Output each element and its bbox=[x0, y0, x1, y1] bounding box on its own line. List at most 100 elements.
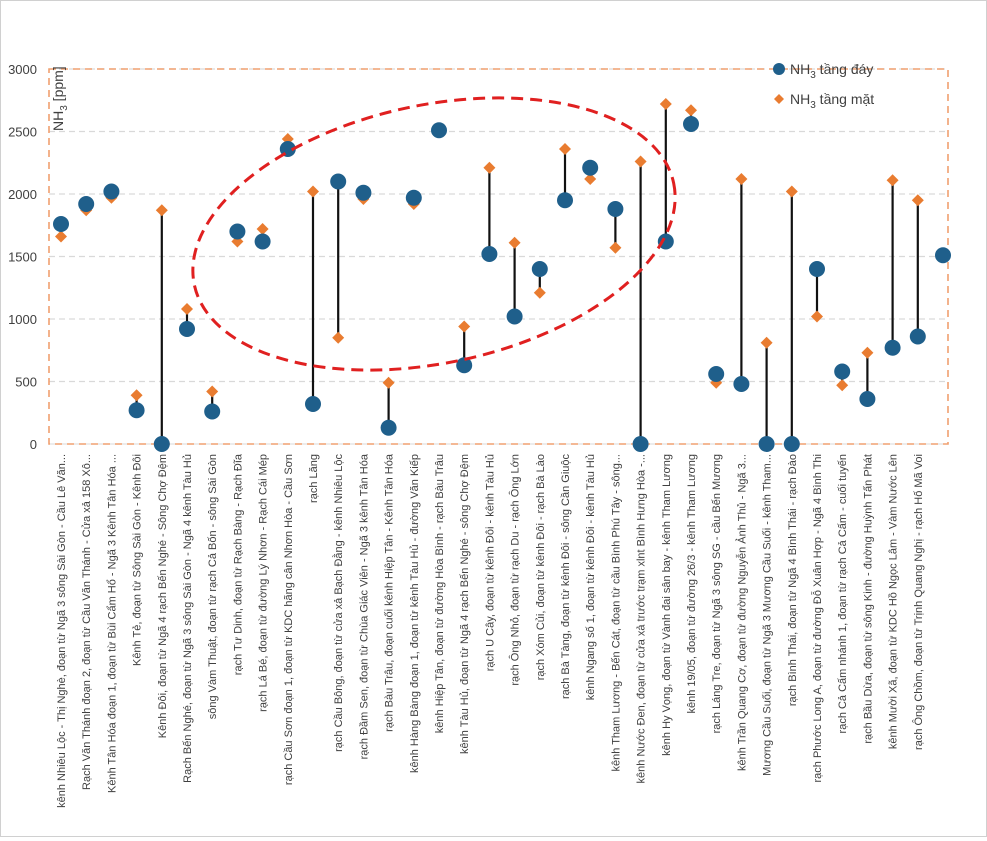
x-category-label: Rạch Bến Nghé, đoạn từ Ngã 3 sông Sài Gò… bbox=[182, 454, 194, 783]
marker-day bbox=[531, 261, 548, 277]
x-category-label: Kênh Đôi, đoạn từ Ngã 4 rạch Bến Nghé - … bbox=[157, 454, 169, 738]
x-axis-labels: kênh Nhiêu Lộc - Thị Nghè, đoạn từ Ngã 3… bbox=[56, 453, 925, 808]
marker-surface bbox=[155, 204, 168, 217]
marker-surface bbox=[256, 223, 269, 235]
marker-day bbox=[683, 116, 699, 132]
marker-day bbox=[909, 328, 926, 345]
legend-label-surface: NH3 tầng mặt bbox=[790, 91, 874, 111]
marker-surface bbox=[811, 310, 823, 323]
x-category-label: rạch Lá Bé, đoạn từ đường Lý Nhơn - Rạch… bbox=[258, 454, 270, 712]
x-category-label: Rạch Văn Thánh đoạn 2, đoạn từ Cầu Văn T… bbox=[81, 454, 93, 790]
marker-day bbox=[834, 363, 851, 380]
marker-day bbox=[179, 321, 195, 337]
marker-surface bbox=[559, 143, 571, 155]
annotation-ellipse bbox=[191, 96, 677, 372]
x-category-label: rạch Cả Cấm nhánh 1, đoạn từ rạch Cả Cấm… bbox=[837, 454, 849, 733]
y-axis-ticks: 0 500 1000 1500 2000 2500 3000 bbox=[8, 62, 37, 452]
marker-day bbox=[53, 216, 69, 232]
x-category-label: rạch Cầu Bông, đoạn từ cửa xả Bạch Đằng … bbox=[332, 454, 345, 752]
legend-marker-surface bbox=[774, 94, 784, 104]
marker-day bbox=[859, 391, 876, 407]
x-category-label: rạch Xóm Củi, đoạn từ kênh Đôi - rạch Bà… bbox=[535, 454, 547, 680]
marker-surface bbox=[584, 173, 597, 185]
marker-day bbox=[657, 233, 674, 250]
x-category-label: rạch U Cây, đoạn từ kênh Đôi - kênh Tàu … bbox=[484, 454, 496, 671]
x-category-label: kênh Tàu Hủ, đoạn từ Ngã 4 rạch Bến Nghé… bbox=[459, 454, 471, 754]
marker-day bbox=[809, 261, 825, 277]
legend: NH3 tầng đáy NH3 tầng mặt bbox=[773, 61, 874, 111]
marker-day bbox=[330, 173, 347, 190]
marker-surface bbox=[181, 303, 193, 315]
x-category-label: kênh Hiệp Tân, đoạn từ đường Hòa Bình - … bbox=[434, 454, 446, 733]
marker-surface bbox=[785, 185, 798, 198]
marker-surface bbox=[206, 385, 219, 398]
marker-day bbox=[884, 339, 901, 356]
marker-day bbox=[355, 184, 372, 201]
marker-day bbox=[481, 246, 498, 262]
gridlines bbox=[49, 68, 948, 445]
marker-surface bbox=[130, 389, 143, 402]
y-tick-label: 2000 bbox=[8, 187, 37, 202]
marker-surface bbox=[307, 185, 319, 198]
marker-day bbox=[935, 247, 951, 264]
x-category-label: kênh Ngang số 1, đoạn từ kênh Đôi - kênh… bbox=[585, 454, 597, 700]
marker-surface bbox=[382, 376, 395, 389]
x-category-label: kênh Nhiêu Lộc - Thị Nghè, đoạn từ Ngã 3… bbox=[56, 454, 68, 808]
connectors bbox=[59, 104, 919, 444]
x-category-label: kênh Trần Quang Cơ, đoạn từ đường Nguyễn… bbox=[735, 454, 748, 771]
marker-surface bbox=[458, 320, 471, 333]
marker-surface bbox=[659, 98, 672, 110]
x-category-label: rạch Bình Thái, đoạn từ Ngã 4 Bình Thái … bbox=[787, 454, 799, 706]
x-category-label: kênh 19/05, đoạn từ đường 26/3 - kênh Th… bbox=[686, 454, 698, 714]
marker-day bbox=[506, 308, 523, 325]
y-axis-title: NH3 [ppm] bbox=[50, 66, 70, 131]
legend-marker-day bbox=[773, 63, 785, 75]
y-tick-label: 1000 bbox=[8, 312, 37, 327]
marker-surface bbox=[861, 346, 874, 359]
marker-surface bbox=[886, 174, 899, 187]
marker-day bbox=[708, 366, 725, 382]
x-category-label: sông Vàm Thuật, đoạn từ rạch Cả Bốn - sô… bbox=[207, 454, 219, 719]
y-axis-label: NH3 [ppm] bbox=[50, 66, 70, 131]
marker-day bbox=[229, 223, 246, 240]
y-tick-label: 1500 bbox=[8, 250, 37, 265]
y-tick-label: 500 bbox=[15, 375, 37, 390]
x-category-label: rạch Cầu Sơn đoạn 1, đoạn từ KDC hãng câ… bbox=[283, 454, 295, 785]
x-category-label: rạch Lăng bbox=[308, 454, 320, 503]
x-category-label: Kênh Tân Hóa đoạn 1, đoạn từ Bùi Cẩm Hổ … bbox=[106, 454, 118, 793]
marker-day bbox=[254, 233, 271, 250]
x-category-label: rạch Ông Nhỏ, đoạn từ rạch Du - rạch Ông… bbox=[509, 454, 522, 686]
legend-label-day: NH3 tầng đáy bbox=[790, 61, 873, 81]
x-category-label: rạch Bà Tàng, đoạn từ kênh Đôi - sông Cầ… bbox=[560, 454, 572, 700]
marker-day bbox=[305, 396, 321, 412]
marker-surface bbox=[508, 236, 521, 249]
marker-day bbox=[557, 192, 573, 209]
x-category-label: Mương Cầu Suối, đoạn từ Ngã 3 Mương Cầu … bbox=[762, 454, 774, 776]
marker-day bbox=[128, 402, 145, 419]
marker-day bbox=[607, 201, 624, 217]
marker-surface bbox=[332, 331, 345, 344]
marker-day bbox=[78, 196, 95, 212]
marker-day bbox=[405, 189, 422, 206]
marker-surface bbox=[836, 379, 849, 392]
marker-surface bbox=[483, 161, 496, 174]
x-category-label: rạch Tư Dinh, đoạn từ Rạch Bàng - Rạch Đ… bbox=[232, 453, 244, 675]
marker-day bbox=[380, 419, 397, 436]
x-category-label: kênh Hy Vọng, đoạn từ Vành đai sân bay -… bbox=[661, 454, 673, 756]
x-category-label: rạch Bầu Dừa, đoạn từ sông Kinh - đường … bbox=[862, 454, 874, 744]
x-category-label: rạch Bàu Trâu, đoạn cuối kênh Hiệp Tân -… bbox=[384, 453, 396, 732]
x-category-label: kênh Mười Xã, đoạn từ KDC Hồ Ngọc Lâm - … bbox=[888, 454, 900, 749]
marker-surface bbox=[911, 194, 924, 207]
x-category-label: kênh Hàng Bàng đoạn 1, đoạn từ kênh Tàu … bbox=[409, 454, 421, 773]
marker-day bbox=[582, 159, 599, 176]
marker-day bbox=[758, 436, 775, 452]
marker-surface bbox=[609, 241, 622, 254]
x-category-label: rạch Ông Chồm, đoạn từ Trịnh Quang Nghị … bbox=[912, 454, 925, 750]
x-category-label: rạch Phước Long A, đoạn từ đường Đỗ Xuân… bbox=[811, 454, 824, 783]
y-tick-label: 0 bbox=[30, 437, 37, 452]
marker-surface bbox=[760, 336, 773, 349]
y-tick-label: 2500 bbox=[8, 125, 37, 140]
marker-day bbox=[733, 376, 750, 392]
